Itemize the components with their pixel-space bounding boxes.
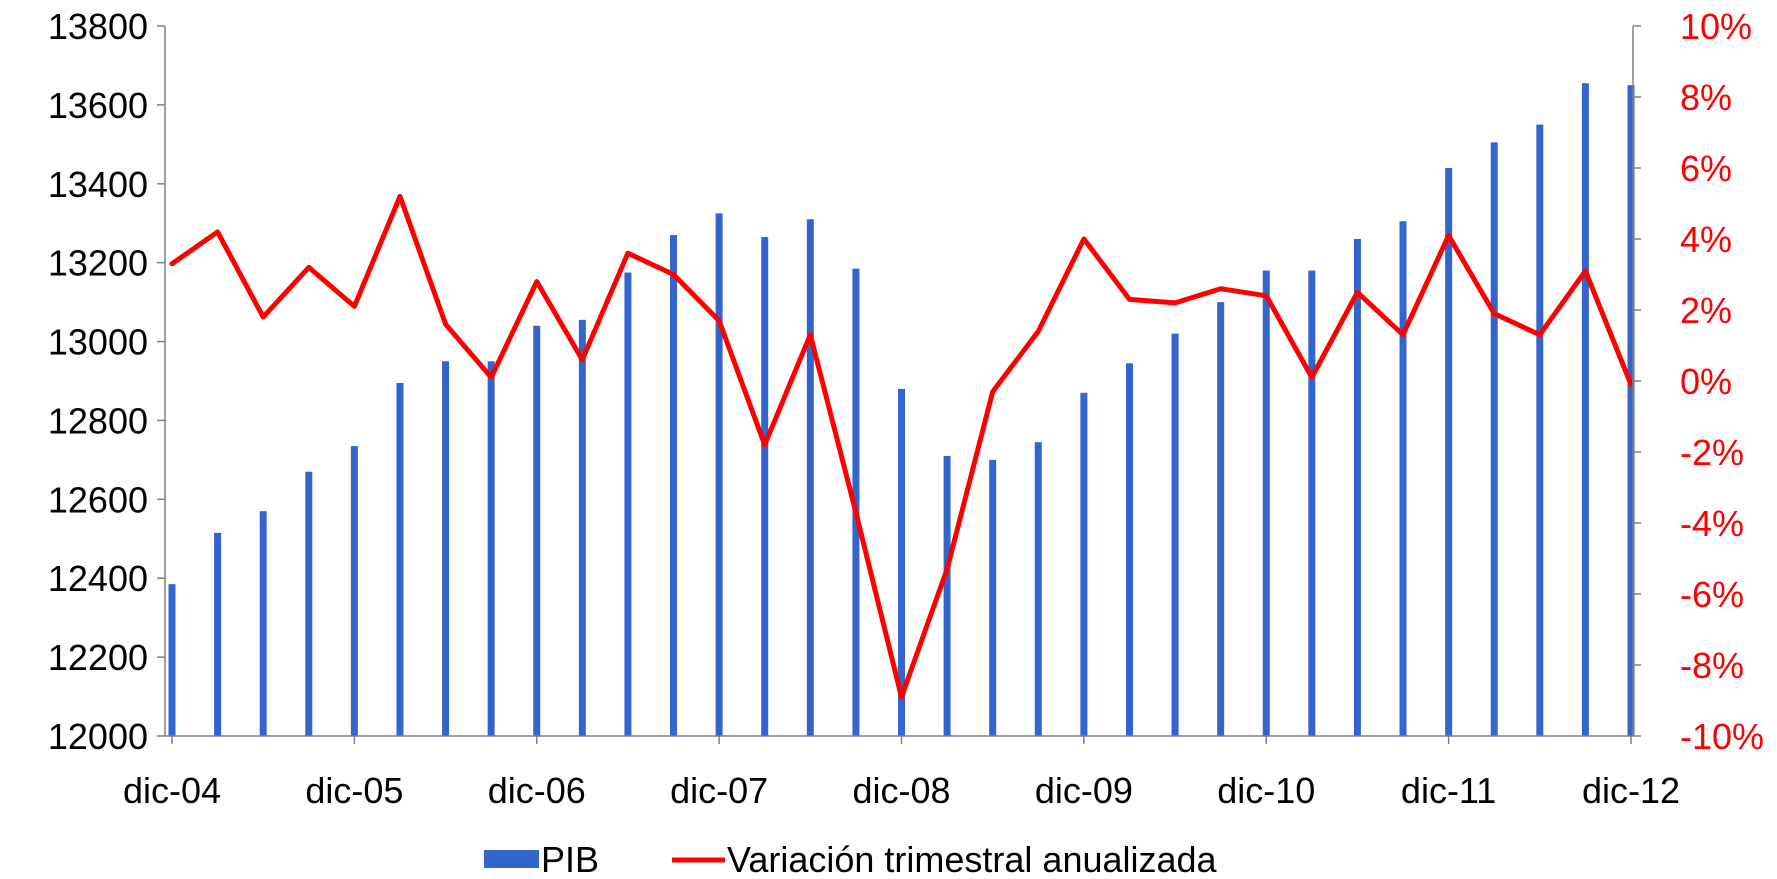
- y-right-tick-label: -2%: [1680, 432, 1744, 473]
- bar-pib-jun-06: [442, 361, 450, 736]
- y-right-tick-label: -8%: [1680, 645, 1744, 686]
- legend-swatch-pib: [484, 850, 539, 868]
- bar-pib-sep-12: [1581, 83, 1589, 736]
- x-tick-label: dic-06: [488, 770, 586, 811]
- bar-pib-jun-07: [624, 272, 632, 736]
- line-variacion: [169, 193, 1634, 700]
- bar-pib-dic-09: [1080, 392, 1088, 736]
- y-right-tick-label: 4%: [1680, 219, 1732, 260]
- bar-pib-sep-10: [1217, 302, 1225, 736]
- bar-pib-mar-05: [214, 532, 222, 736]
- y-right-tick-label: -10%: [1680, 716, 1764, 757]
- y-right-tick-label: 10%: [1680, 6, 1752, 47]
- y-right-tick-label: -4%: [1680, 503, 1744, 544]
- y-left-tick-label: 12200: [48, 637, 148, 678]
- y-right-tick-label: -6%: [1680, 574, 1744, 615]
- y-right-tick-label: 0%: [1680, 361, 1732, 402]
- x-tick-label: dic-10: [1217, 770, 1315, 811]
- bar-pib-jun-11: [1353, 239, 1361, 736]
- bar-pib-sep-05: [305, 471, 313, 736]
- bar-pib-mar-07: [578, 319, 586, 736]
- bar-pib-jun-09: [989, 459, 997, 736]
- bar-pib-dic-04: [168, 584, 176, 736]
- bar-pib-mar-11: [1308, 270, 1316, 736]
- bar-pib-mar-09: [943, 455, 951, 736]
- bar-pib-dic-05: [350, 446, 358, 736]
- bar-pib-dic-08: [898, 388, 905, 736]
- bar-pib-sep-08: [852, 268, 860, 736]
- bar-pib-sep-06: [487, 361, 495, 736]
- x-tick-label: dic-08: [852, 770, 950, 811]
- bar-pib-mar-10: [1125, 363, 1133, 736]
- y-left-tick-label: 13200: [48, 243, 148, 284]
- bar-pib-jun-12: [1536, 124, 1544, 737]
- legend-label-pib: PIB: [541, 839, 599, 879]
- y-left-tick-label: 13600: [48, 85, 148, 126]
- bar-pib-jun-05: [259, 511, 267, 736]
- y-left-tick-label: 12800: [48, 400, 148, 441]
- bar-pib-dic-11: [1445, 168, 1453, 736]
- y-left-tick-label: 13400: [48, 164, 148, 205]
- y-right-tick-label: 8%: [1680, 77, 1732, 118]
- x-tick-label: dic-11: [1401, 770, 1496, 811]
- bar-pib-mar-08: [761, 237, 769, 736]
- y-left-tick-label: 12000: [48, 716, 148, 757]
- y-right-tick-label: 2%: [1680, 290, 1732, 331]
- bar-pib-dic-07: [715, 213, 723, 737]
- bar-pib-dic-10: [1262, 270, 1270, 736]
- y-right-tick-label: 6%: [1680, 148, 1732, 189]
- bar-pib-mar-12: [1490, 142, 1498, 737]
- bar-pib-mar-06: [396, 382, 404, 736]
- x-tick-label: dic-12: [1582, 770, 1680, 811]
- y-left-tick-label: 12600: [48, 479, 148, 520]
- x-tick-label: dic-05: [305, 770, 403, 811]
- y-left-tick-label: 12400: [48, 558, 148, 599]
- x-tick-label: dic-04: [123, 770, 221, 811]
- x-tick-label: dic-07: [670, 770, 768, 811]
- bar-pib-jun-10: [1171, 333, 1179, 736]
- legend: PIB Variación trimestral anualizada: [484, 839, 1218, 879]
- plot-area: [168, 83, 1635, 737]
- bar-pib-dic-12: [1627, 85, 1635, 736]
- x-tick-label: dic-09: [1035, 770, 1133, 811]
- bar-pib-sep-11: [1399, 221, 1407, 736]
- axes: 12000 12200 12400 12600 12800 13000 13200 13400…: [48, 6, 1764, 811]
- bar-pib-dic-06: [533, 325, 541, 736]
- legend-label-variacion: Variación trimestral anualizada: [727, 839, 1218, 879]
- bar-pib-jun-08: [806, 219, 814, 736]
- bar-pib-sep-07: [670, 235, 678, 737]
- y-left-tick-label: 13000: [48, 322, 148, 363]
- y-left-tick-label: 13800: [48, 6, 148, 47]
- bar-pib-sep-09: [1034, 442, 1042, 736]
